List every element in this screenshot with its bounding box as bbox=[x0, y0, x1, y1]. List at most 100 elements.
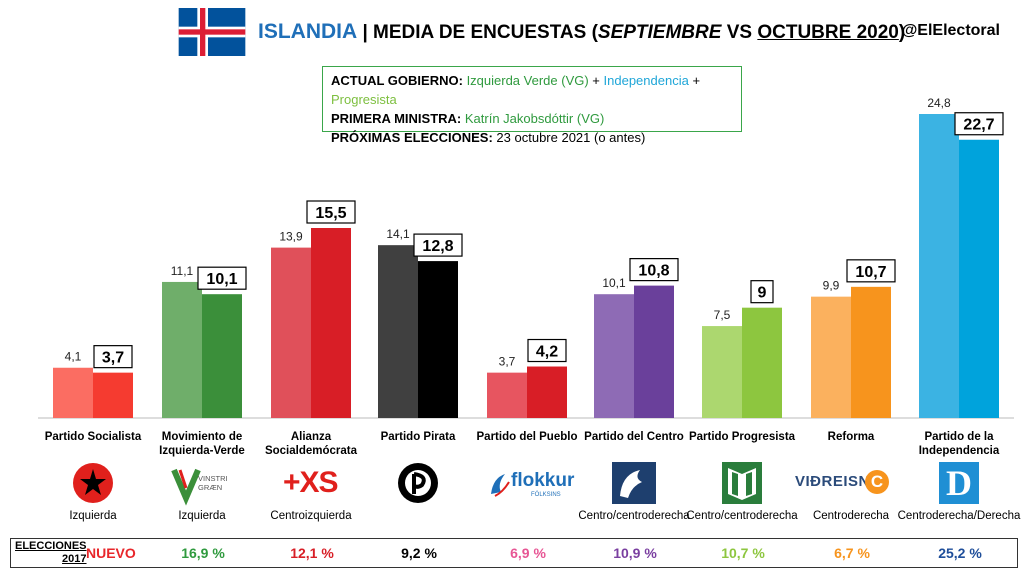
party-ideology: Izquierda bbox=[178, 510, 226, 522]
data-label-sep: 4,1 bbox=[65, 350, 82, 364]
elections-label-line2: 2017 bbox=[62, 553, 87, 565]
page-title: ISLANDIA | MEDIA DE ENCUESTAS (SEPTIEMBR… bbox=[258, 20, 905, 44]
elections-2017-value: 25,2 % bbox=[938, 545, 982, 561]
elections-2017-value: 9,2 % bbox=[401, 545, 437, 561]
party-ideology: Centro/centroderecha bbox=[578, 510, 690, 522]
bar-sep bbox=[378, 245, 418, 418]
bar-oct bbox=[93, 372, 133, 418]
bar-sep bbox=[162, 281, 202, 418]
party-ideology: Centroderecha/Derecha bbox=[897, 510, 1021, 522]
elections-2017-value: 6,7 % bbox=[834, 545, 870, 561]
next-value: 23 octubre 2021 (o antes) bbox=[496, 130, 646, 145]
data-label-oct: 12,8 bbox=[422, 238, 453, 255]
data-label-oct: 10,8 bbox=[638, 263, 669, 280]
data-label-oct: 22,7 bbox=[963, 117, 994, 134]
data-label-sep: 13,9 bbox=[279, 230, 303, 244]
data-label-oct-box bbox=[93, 345, 133, 369]
bar-sep bbox=[487, 372, 527, 418]
elections-label-line1: ELECCIONES bbox=[15, 540, 87, 552]
independence-d-icon: D bbox=[925, 460, 993, 506]
data-label-oct-box bbox=[954, 112, 1004, 136]
d-logo-letter: D bbox=[939, 462, 979, 504]
party-ideology: Izquierda bbox=[69, 510, 117, 522]
xs-logo-icon: +XS bbox=[277, 460, 345, 506]
title-close: ) bbox=[898, 22, 906, 43]
data-label-sep: 24,8 bbox=[927, 96, 951, 110]
data-label-sep: 9,9 bbox=[823, 279, 840, 293]
pirate-icon bbox=[384, 460, 452, 506]
data-label-oct: 3,7 bbox=[102, 350, 124, 367]
title-vs: VS bbox=[721, 22, 758, 43]
pm-line: PRIMERA MINISTRA: Katrín Jakobsdóttir (V… bbox=[331, 109, 733, 128]
plus-1: + bbox=[588, 73, 604, 88]
data-label-oct: 10,1 bbox=[206, 271, 237, 288]
title-sep: | MEDIA DE ENCUESTAS ( bbox=[357, 22, 598, 43]
bar-oct bbox=[527, 366, 567, 418]
bar-oct bbox=[202, 294, 242, 418]
bar-oct bbox=[851, 286, 891, 418]
month-sep: SEPTIEMBRE bbox=[597, 22, 722, 43]
category-label: Partido de la bbox=[924, 431, 994, 443]
flokkur-icon: flokkur FÓLKSINS bbox=[491, 460, 574, 506]
bar-oct bbox=[959, 139, 999, 418]
bar-sep bbox=[53, 367, 93, 418]
category-label: Reforma bbox=[828, 431, 875, 443]
bar-oct bbox=[742, 307, 782, 418]
gov-line: ACTUAL GOBIERNO: Izquierda Verde (VG) + … bbox=[331, 71, 733, 109]
party-ideology: Centroderecha bbox=[812, 510, 890, 522]
vinstri-graen-icon: VINSTRI GRÆN bbox=[168, 460, 236, 506]
data-label-oct: 9 bbox=[758, 285, 767, 302]
gov-prog: Progresista bbox=[331, 92, 397, 107]
party-ideology: Centro/centroderecha bbox=[686, 510, 798, 522]
data-label-oct-box bbox=[750, 280, 774, 304]
header: ISLANDIA | MEDIA DE ENCUESTAS (SEPTIEMBR… bbox=[0, 0, 1024, 64]
category-label: Partido Pirata bbox=[381, 431, 456, 443]
vidreisn-logo-letter: C bbox=[865, 470, 889, 494]
elections-2017-value: 10,9 % bbox=[613, 545, 657, 561]
data-label-oct-box bbox=[306, 200, 356, 224]
vg-logo-text: VINSTRI GRÆN bbox=[198, 474, 228, 492]
category-label: Movimiento de bbox=[162, 431, 243, 443]
next-label: PRÓXIMAS ELECCIONES: bbox=[331, 130, 493, 145]
socialist-star-icon bbox=[59, 460, 127, 506]
bar-oct bbox=[418, 261, 458, 418]
elections-2017-value: 6,9 % bbox=[510, 545, 546, 561]
flokkur-logo-text: flokkur bbox=[511, 470, 575, 491]
twitter-handle: @ElElectoral bbox=[901, 22, 1000, 39]
category-label: Socialdemócrata bbox=[265, 445, 358, 457]
vidreisn-icon: VIÐREISN C bbox=[795, 460, 889, 506]
bar-sep bbox=[702, 326, 742, 418]
category-label: Independencia bbox=[919, 445, 1000, 457]
gov-label: ACTUAL GOBIERNO: bbox=[331, 73, 463, 88]
centre-horse-icon bbox=[600, 460, 668, 506]
bar-sep bbox=[271, 247, 311, 418]
country-name: ISLANDIA bbox=[258, 20, 358, 43]
bar-sep bbox=[594, 294, 634, 418]
elections-2017-nuevo: NUEVO bbox=[86, 545, 136, 561]
bar-oct bbox=[311, 228, 351, 418]
bar-sep bbox=[919, 114, 959, 418]
month-oct: OCTUBRE 2020 bbox=[757, 22, 899, 43]
pm-label: PRIMERA MINISTRA: bbox=[331, 111, 462, 126]
data-label-oct: 10,7 bbox=[855, 264, 886, 281]
data-label-sep: 3,7 bbox=[499, 355, 516, 369]
bar-oct bbox=[634, 285, 674, 418]
elections-2017-value: 16,9 % bbox=[181, 545, 225, 561]
data-label-oct-box bbox=[629, 258, 679, 282]
elections-2017-label: ELECCIONES 2017 bbox=[15, 540, 87, 566]
data-label-oct-box bbox=[527, 338, 567, 363]
data-label-sep: 11,1 bbox=[171, 264, 194, 278]
elections-2017-value: 10,7 % bbox=[721, 545, 765, 561]
vidreisn-logo-text: VIÐREISN bbox=[795, 473, 870, 490]
flokkur-logo-sub: FÓLKSINS bbox=[531, 492, 561, 498]
bar-sep bbox=[811, 296, 851, 418]
iceland-flag-icon bbox=[178, 8, 246, 56]
category-label: Partido Socialista bbox=[45, 431, 142, 443]
gov-ind: Independencia bbox=[603, 73, 689, 88]
government-info-box: ACTUAL GOBIERNO: Izquierda Verde (VG) + … bbox=[322, 66, 742, 145]
elections-2017-value: 12,1 % bbox=[290, 545, 334, 561]
progressive-book-icon bbox=[708, 460, 776, 506]
elections-2017-row: ELECCIONES 2017 NUEVO 16,9 % 12,1 % 9,2 % 6,… bbox=[10, 538, 1018, 568]
next-election-line: PRÓXIMAS ELECCIONES: 23 octubre 2021 (o … bbox=[331, 128, 733, 147]
